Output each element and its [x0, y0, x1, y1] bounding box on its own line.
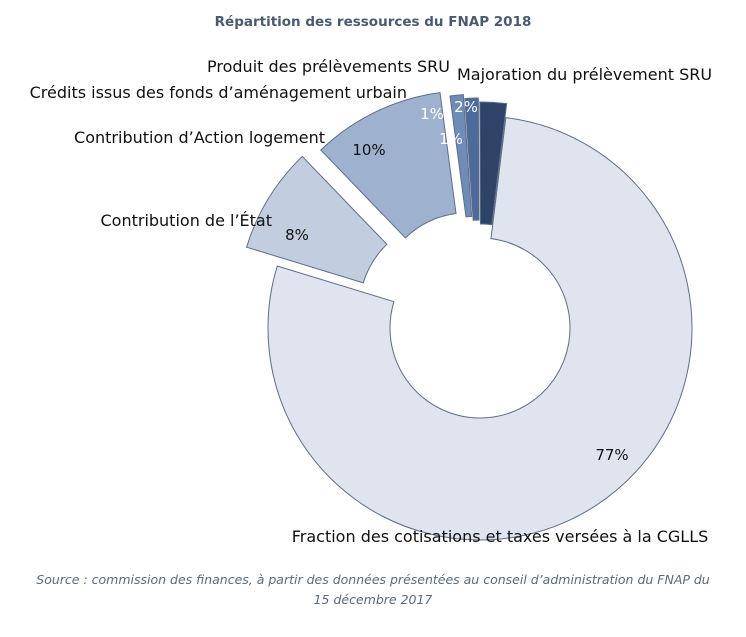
- slice-3: [449, 94, 473, 218]
- chart-title: Répartition des ressources du FNAP 2018: [214, 14, 532, 30]
- value-label-4: 1%: [439, 130, 463, 148]
- category-label-2: Contribution d’Action logement: [74, 128, 325, 147]
- value-label-0: 77%: [595, 446, 628, 464]
- category-labels: Fraction des cotisations et taxes versée…: [30, 57, 713, 546]
- category-label-5: Majoration du prélèvement SRU: [457, 65, 712, 84]
- donut-slices: [245, 92, 693, 541]
- value-label-1: 8%: [285, 226, 309, 244]
- slice-2: [320, 92, 457, 239]
- value-labels: 77% 8% 10% 1% 1% 2%: [285, 98, 629, 464]
- slice-1: [245, 155, 388, 284]
- slice-5: [479, 101, 508, 226]
- category-label-4: Produit des prélèvements SRU: [207, 57, 450, 76]
- category-label-1: Contribution de l’État: [100, 211, 272, 230]
- value-label-3: 1%: [420, 105, 444, 123]
- slice-0: [267, 117, 693, 541]
- value-label-5: 2%: [454, 98, 478, 116]
- category-label-0: Fraction des cotisations et taxes versée…: [292, 527, 709, 546]
- chart-source: Source : commission des finances, à part…: [36, 572, 710, 607]
- value-label-2: 10%: [352, 141, 385, 159]
- slice-4: [464, 97, 480, 221]
- category-label-3: Crédits issus des fonds d’aménagement ur…: [30, 83, 407, 102]
